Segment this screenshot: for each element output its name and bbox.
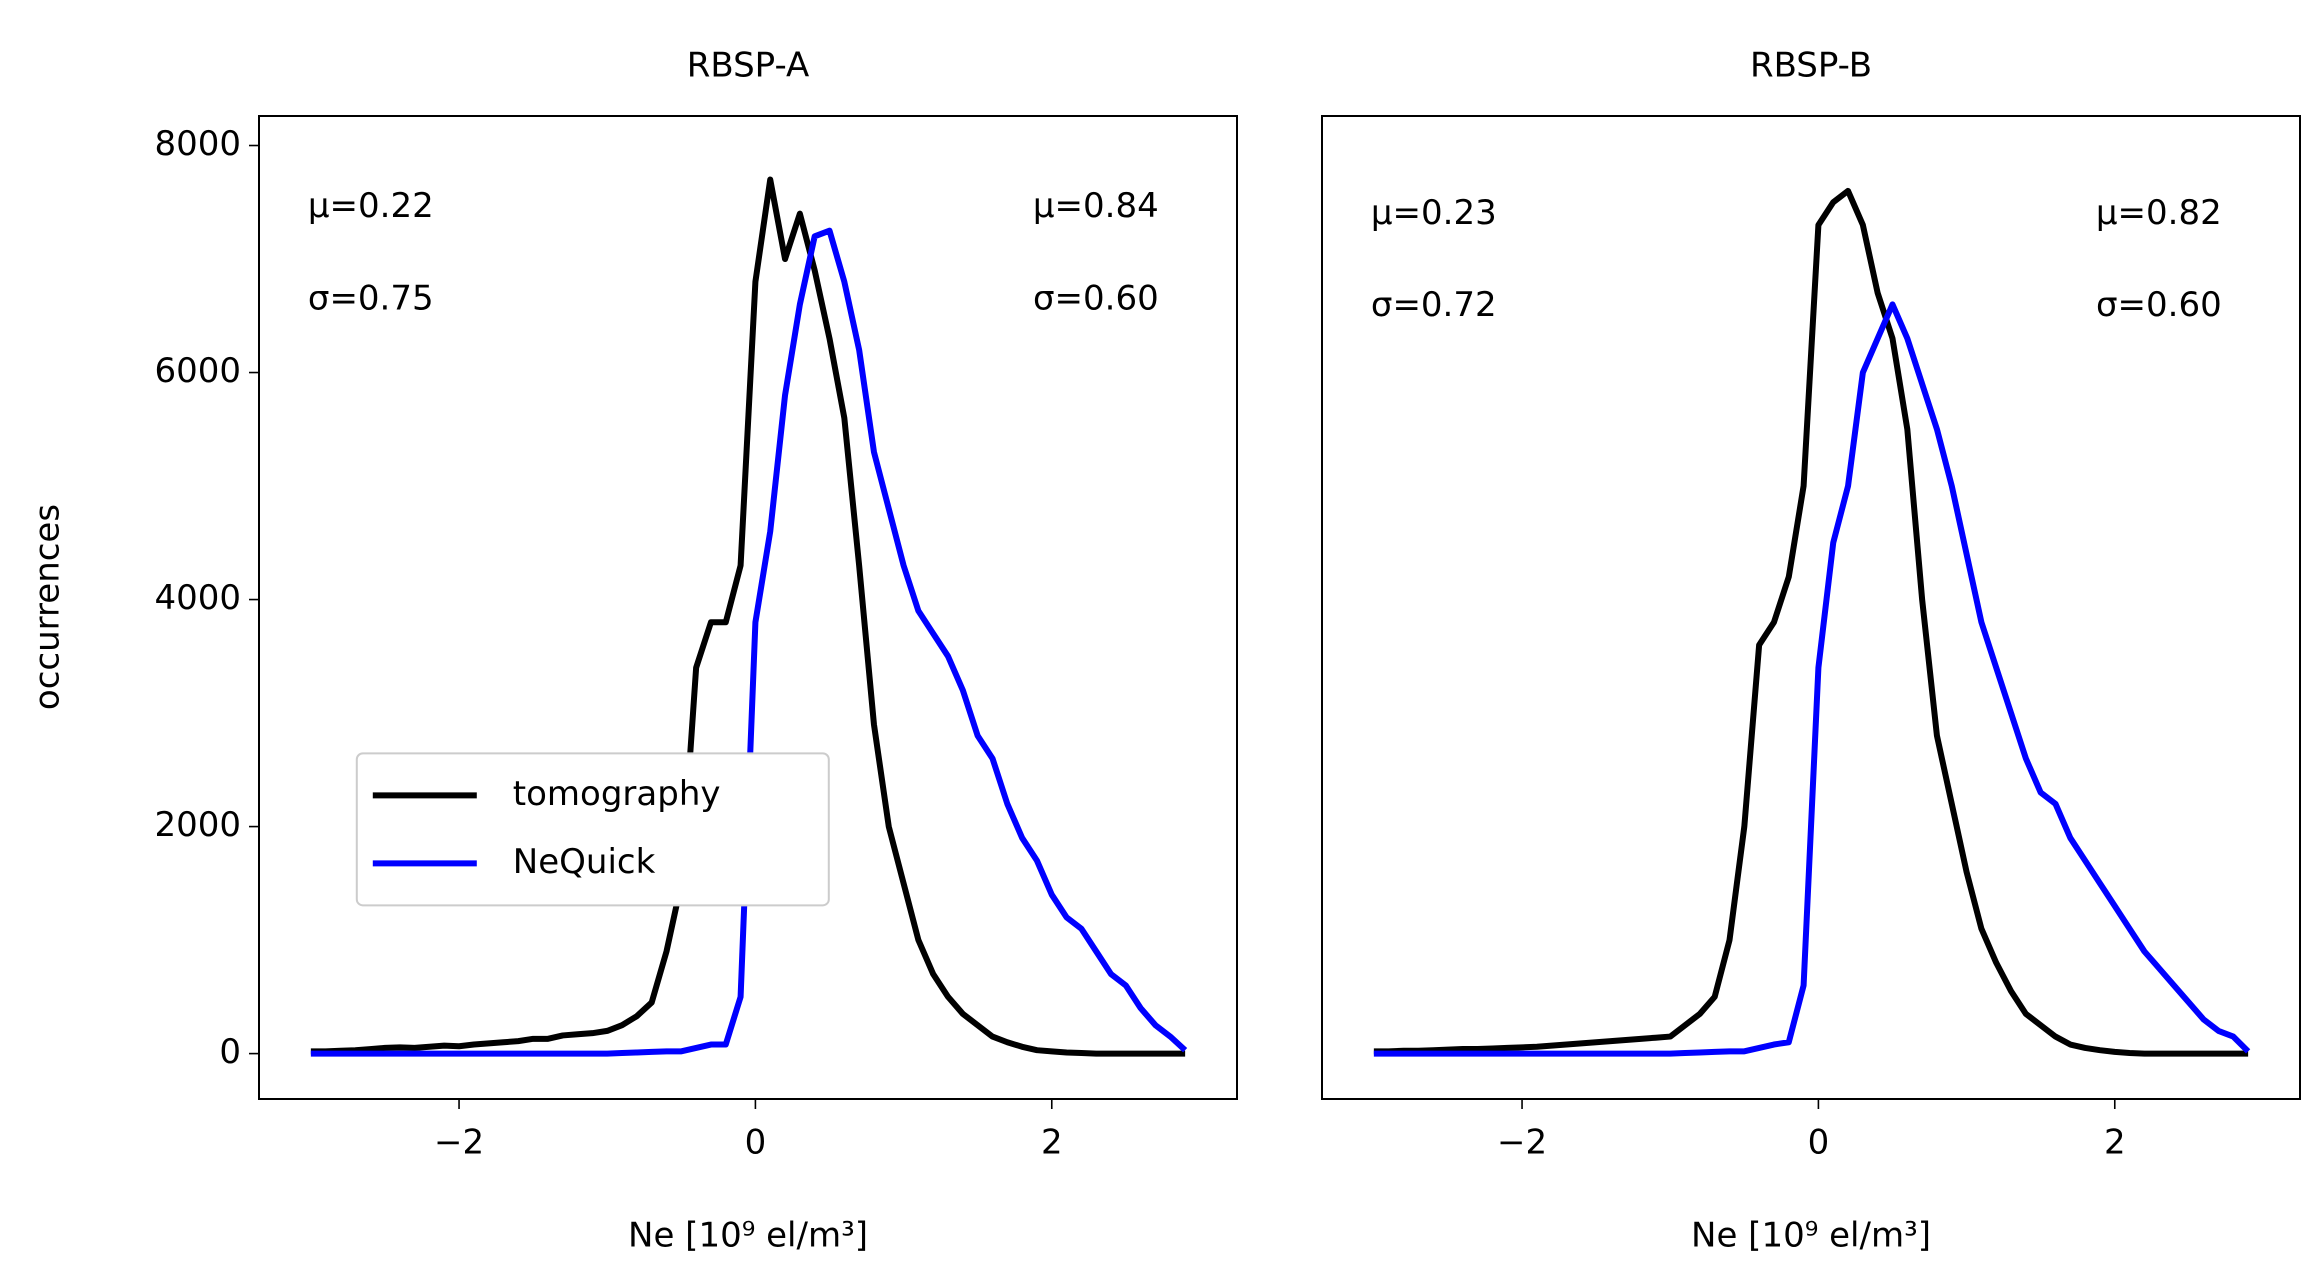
x-tick-label: 0 <box>1808 1123 1830 1163</box>
y-tick-label: 8000 <box>154 124 241 164</box>
x-tick-label: 2 <box>1041 1123 1063 1163</box>
series-line <box>1373 187 2249 1057</box>
y-axis-label: occurrences <box>28 504 68 710</box>
x-axis-label: Ne [10⁹ el/m³] <box>628 1216 868 1256</box>
annotation: μ=0.23 <box>1371 193 1497 233</box>
annotation: σ=0.72 <box>1371 285 1497 325</box>
series-line <box>310 227 1188 1057</box>
annotation: μ=0.22 <box>308 186 434 226</box>
x-tick-label: 2 <box>2104 1123 2126 1163</box>
x-tick-label: −2 <box>434 1123 484 1163</box>
x-tick-label: 0 <box>745 1123 767 1163</box>
annotation: σ=0.60 <box>2096 285 2222 325</box>
series-line <box>310 176 1186 1057</box>
x-axis-label: Ne [10⁹ el/m³] <box>1691 1216 1931 1256</box>
y-tick-label: 0 <box>219 1032 241 1072</box>
y-tick-label: 6000 <box>154 351 241 391</box>
y-tick-label: 4000 <box>154 578 241 618</box>
series-line <box>1373 301 2251 1057</box>
legend-label: tomography <box>513 774 721 814</box>
annotation: σ=0.60 <box>1033 278 1159 318</box>
chart-title: RBSP-A <box>687 46 809 86</box>
y-tick-label: 2000 <box>154 805 241 845</box>
legend-label: NeQuick <box>513 842 656 882</box>
axes-frame <box>1321 115 2301 1100</box>
legend-box <box>355 752 830 907</box>
x-tick-label: −2 <box>1497 1123 1547 1163</box>
annotation: σ=0.75 <box>308 278 434 318</box>
chart-title: RBSP-B <box>1750 46 1872 86</box>
annotation: μ=0.82 <box>2096 193 2222 233</box>
axes-frame <box>258 115 1238 1100</box>
annotation: μ=0.84 <box>1033 186 1159 226</box>
